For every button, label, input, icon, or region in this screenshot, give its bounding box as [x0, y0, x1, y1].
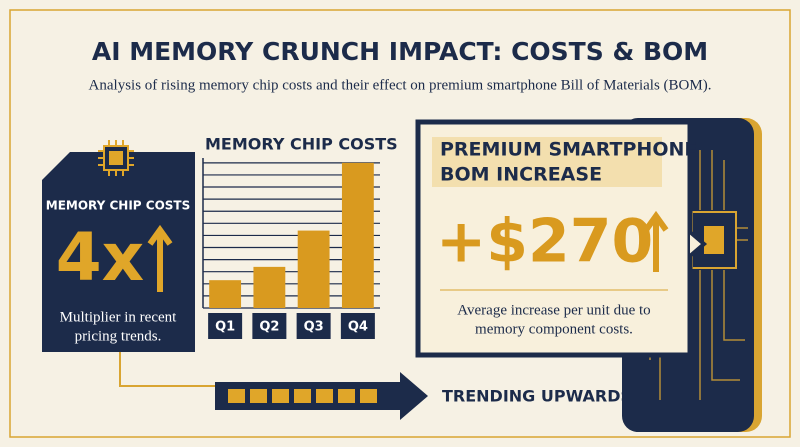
x-tick-box — [252, 313, 287, 339]
x-tick-label: Q1 — [215, 320, 235, 335]
bar — [297, 230, 330, 308]
x-tick-label: Q4 — [348, 320, 368, 335]
chip-icon — [98, 140, 134, 176]
title: AI MEMORY CRUNCH IMPACT: COSTS & BOM — [92, 37, 708, 66]
frame — [9, 9, 791, 438]
chart-title: MEMORY CHIP COSTS — [205, 135, 398, 154]
left-label: MEMORY CHIP COSTS — [46, 199, 191, 213]
up-arrow — [147, 224, 173, 292]
bar — [209, 280, 242, 308]
left-desc: Multiplier in recent — [60, 309, 177, 325]
x-tick-box — [208, 313, 243, 339]
subtitle: Analysis of rising memory chip costs and… — [89, 77, 712, 93]
connector — [119, 352, 215, 387]
left-card — [42, 152, 195, 352]
bar-chart: MEMORY CHIP COSTS Q1 Q2 Q3 Q4 — [202, 135, 398, 339]
x-tick-label: Q3 — [304, 320, 324, 335]
title-highlight — [432, 137, 662, 187]
trend-label: TRENDING UPWARDS — [442, 387, 632, 406]
right-title: BOM INCREASE — [440, 164, 602, 186]
trend-segments — [228, 389, 377, 403]
bar — [341, 162, 374, 308]
left-desc: pricing trends. — [75, 328, 162, 344]
card-pointer — [688, 230, 708, 258]
right-title: PREMIUM SMARTPHONE — [440, 139, 697, 161]
x-tick-box — [296, 313, 331, 339]
right-desc: memory component costs. — [475, 321, 633, 337]
bar — [253, 266, 286, 308]
left-big: 4x — [56, 219, 145, 296]
phone-chip-core — [704, 226, 724, 254]
up-arrow — [643, 210, 669, 272]
right-big: +$270 — [436, 207, 653, 277]
x-tick-label: Q2 — [259, 320, 279, 335]
x-tick-box — [340, 313, 375, 339]
right-desc: Average increase per unit due to — [457, 302, 650, 318]
